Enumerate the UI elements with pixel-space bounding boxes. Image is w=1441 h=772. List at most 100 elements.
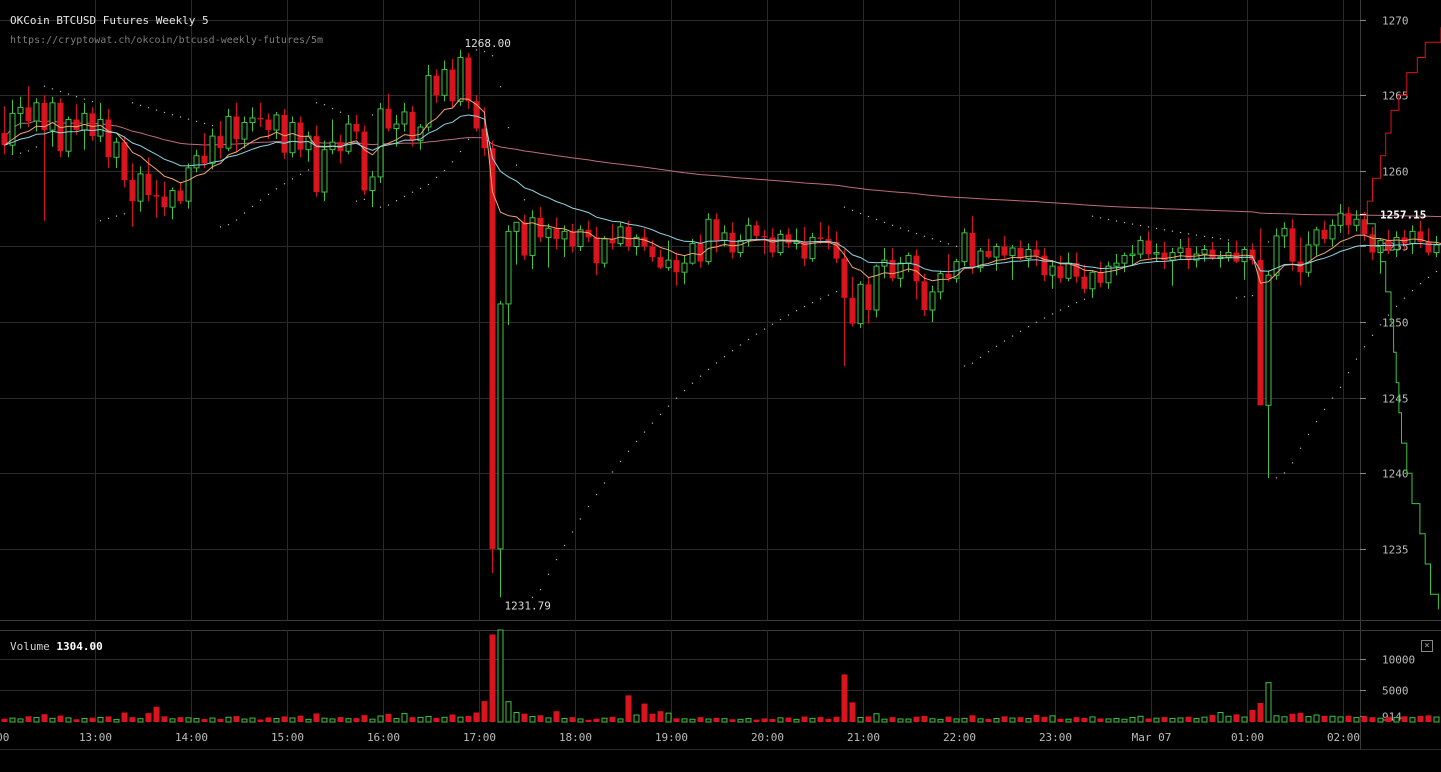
candle-body-down bbox=[866, 284, 872, 310]
last-price-label: 1257.15 bbox=[1380, 209, 1426, 222]
volume-bar-down bbox=[658, 711, 664, 722]
sar-dot bbox=[188, 119, 189, 120]
sar-dot bbox=[28, 150, 29, 151]
sar-dot bbox=[612, 471, 613, 472]
volume-bar-down bbox=[482, 701, 488, 722]
candle-body-down bbox=[450, 70, 456, 102]
sar-dot bbox=[1140, 225, 1141, 226]
candle-body-down bbox=[730, 233, 736, 253]
candle-body-up bbox=[1010, 248, 1015, 256]
sar-dot bbox=[436, 177, 437, 178]
volume-bar-up bbox=[1026, 719, 1031, 722]
volume-bar-down bbox=[554, 711, 560, 722]
volume-bar-up bbox=[1434, 717, 1439, 722]
volume-bar-up bbox=[514, 712, 519, 722]
candle-body-up bbox=[858, 284, 863, 323]
candle-body-down bbox=[626, 227, 632, 247]
volume-bar-down bbox=[842, 674, 848, 722]
sar-dot bbox=[1044, 317, 1045, 318]
candle-body-up bbox=[514, 222, 519, 231]
sar-dot bbox=[1268, 241, 1269, 242]
close-icon[interactable]: × bbox=[1421, 640, 1433, 652]
volume-bar-down bbox=[266, 717, 272, 722]
volume-bar-up bbox=[322, 718, 327, 722]
sar-dot bbox=[276, 188, 277, 189]
volume-bar-up bbox=[114, 719, 119, 722]
sar-dot bbox=[164, 112, 165, 113]
sar-dot bbox=[484, 51, 485, 52]
sar-dot bbox=[1428, 277, 1429, 278]
sar-dot bbox=[404, 196, 405, 197]
candle-body-down bbox=[714, 219, 720, 240]
candle-body-up bbox=[1154, 253, 1159, 255]
volume-bar-up bbox=[578, 719, 583, 722]
volume-bar-down bbox=[818, 717, 824, 722]
sar-dot bbox=[412, 192, 413, 193]
volume-bar-up bbox=[898, 719, 903, 722]
sar-dot bbox=[92, 101, 93, 102]
volume-bar-down bbox=[1146, 718, 1152, 722]
sar-dot bbox=[212, 125, 213, 126]
volume-bar-down bbox=[1074, 717, 1080, 722]
candle-body-up bbox=[1090, 272, 1095, 289]
sar-dot bbox=[828, 295, 829, 296]
candle-body-up bbox=[546, 228, 551, 237]
volume-bar-down bbox=[834, 717, 840, 722]
candle-body-down bbox=[386, 109, 392, 129]
candle-body-down bbox=[762, 236, 768, 238]
candle-body-up bbox=[1314, 230, 1319, 245]
sar-dot bbox=[1372, 335, 1373, 336]
volume-bar-down bbox=[1082, 718, 1088, 722]
sar-dot bbox=[308, 169, 309, 170]
volume-bar-up bbox=[1178, 718, 1183, 722]
volume-bar-down bbox=[650, 714, 656, 722]
sar-dot bbox=[316, 102, 317, 103]
sar-dot bbox=[1356, 359, 1357, 360]
sar-dot bbox=[620, 461, 621, 462]
volume-bar-down bbox=[986, 719, 992, 722]
sar-dot bbox=[1180, 232, 1181, 233]
volume-bar-up bbox=[938, 719, 943, 722]
time-tick-label: 02:00 bbox=[1327, 731, 1360, 744]
ema-fast-line bbox=[5, 99, 1441, 283]
volume-bar-down bbox=[538, 715, 544, 722]
sar-dot bbox=[764, 329, 765, 330]
sar-dot bbox=[1412, 290, 1413, 291]
sar-dot bbox=[988, 351, 989, 352]
candle-body-up bbox=[1306, 245, 1311, 272]
volume-bar-down bbox=[218, 719, 224, 722]
volume-bar-up bbox=[50, 718, 55, 722]
sar-dot bbox=[252, 206, 253, 207]
candle-body-up bbox=[618, 227, 623, 244]
candle-body-up bbox=[226, 116, 231, 148]
volume-bar-down bbox=[1018, 717, 1024, 722]
volume-bar-down bbox=[202, 719, 208, 722]
volume-bar-down bbox=[714, 718, 720, 722]
candle-body-down bbox=[642, 237, 648, 246]
sar-dot bbox=[588, 506, 589, 507]
candle-body-up bbox=[394, 124, 399, 129]
sar-dot bbox=[1116, 220, 1117, 221]
sar-dot bbox=[220, 226, 221, 227]
sar-dot bbox=[500, 86, 501, 87]
sar-dot bbox=[292, 178, 293, 179]
candle-body-down bbox=[786, 234, 792, 243]
candle-body-up bbox=[962, 233, 967, 262]
sar-dot bbox=[452, 161, 453, 162]
candle-body-up bbox=[1410, 231, 1415, 243]
sar-dot bbox=[124, 213, 125, 214]
candle-body-up bbox=[1122, 256, 1127, 264]
volume-bar-up bbox=[858, 717, 863, 722]
volume-bar-down bbox=[338, 717, 344, 722]
volume-bar-up bbox=[602, 718, 607, 722]
sar-dot bbox=[1348, 372, 1349, 373]
candle-body-down bbox=[1186, 248, 1192, 260]
candle-body-down bbox=[434, 76, 440, 96]
candle-body-up bbox=[82, 113, 87, 130]
candle-body-up bbox=[738, 240, 743, 252]
sar-dot bbox=[1076, 302, 1077, 303]
chart-url[interactable]: https://cryptowat.ch/okcoin/btcusd-weekl… bbox=[10, 35, 323, 46]
sar-dot bbox=[532, 597, 533, 598]
sar-dot bbox=[636, 441, 637, 442]
